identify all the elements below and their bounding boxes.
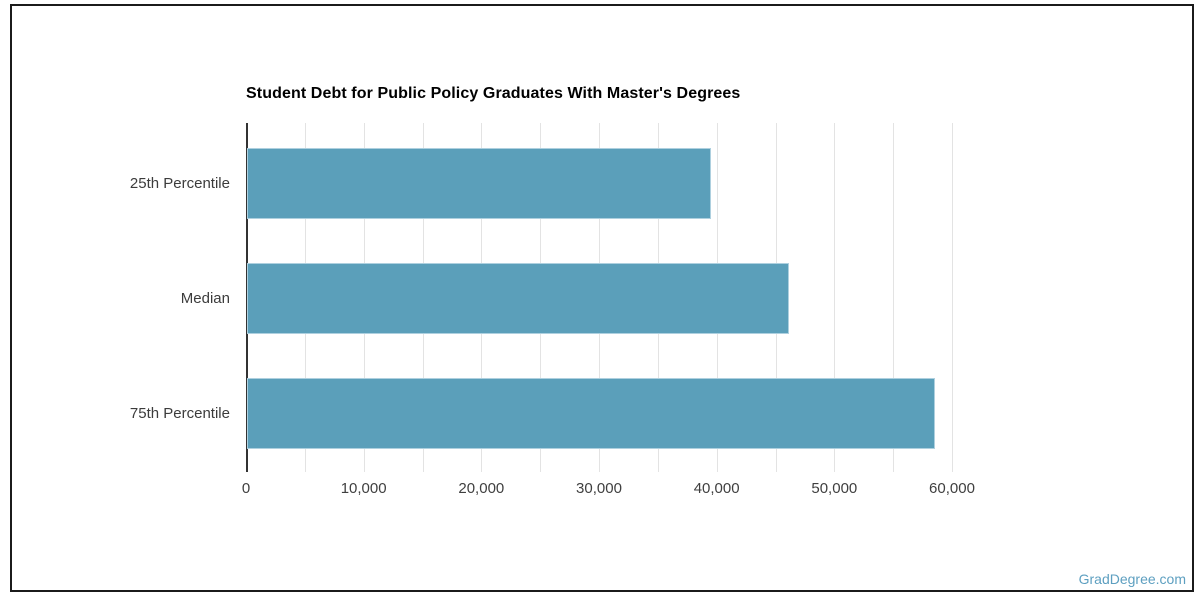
- x-tick-label: 0: [241, 480, 251, 497]
- x-gridline: [893, 123, 894, 472]
- x-tick-label: 50,000: [811, 480, 858, 497]
- x-tick-label: 10,000: [340, 480, 387, 497]
- bar-median: [247, 263, 789, 334]
- x-gridline: [834, 123, 835, 472]
- bar-25th-percentile: [247, 148, 711, 219]
- category-label: Median: [180, 289, 230, 307]
- x-tick-label: 30,000: [576, 480, 622, 497]
- watermark-link[interactable]: GradDegree.com: [1078, 571, 1186, 587]
- bar-75th-percentile: [247, 378, 935, 449]
- category-label: 75th Percentile: [129, 404, 230, 422]
- x-tick-label: 60,000: [929, 480, 975, 497]
- x-gridline: [952, 123, 953, 472]
- chart-title: Student Debt for Public Policy Graduates…: [246, 85, 741, 102]
- category-label: 25th Percentile: [129, 174, 230, 192]
- x-tick-label: 40,000: [693, 480, 740, 497]
- x-tick-label: 20,000: [458, 480, 505, 497]
